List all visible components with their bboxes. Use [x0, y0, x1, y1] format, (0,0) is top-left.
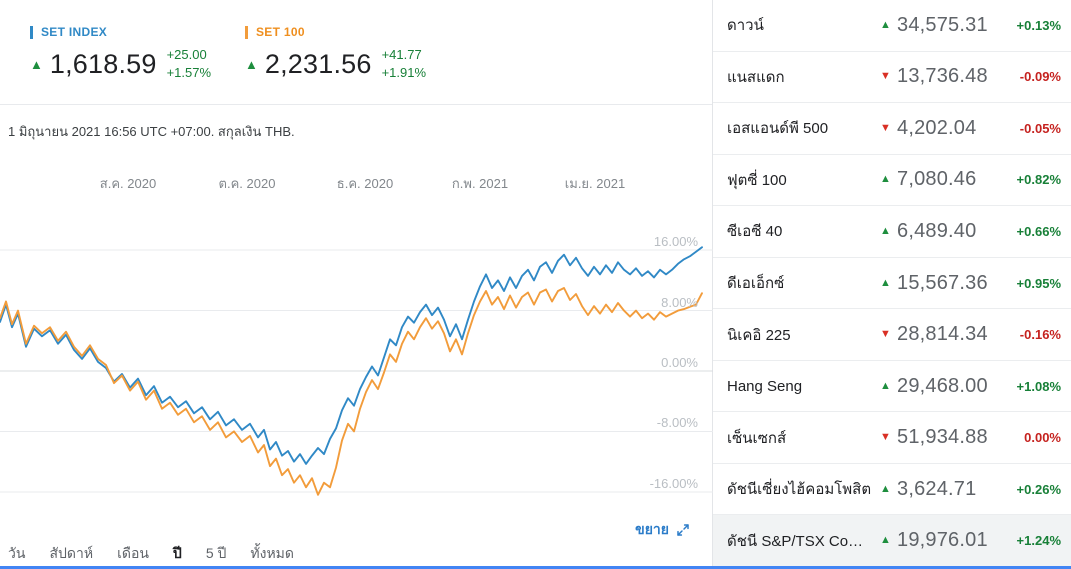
range-tab[interactable]: ปี: [172, 545, 182, 561]
index-name: ดีเอเอ็กซ์: [727, 275, 785, 292]
performance-line-chart[interactable]: [0, 201, 713, 531]
index-value: 19,976.01: [897, 529, 988, 552]
index-value: 51,934.88: [897, 426, 988, 449]
index-row[interactable]: Hang Seng ▲ 29,468.00 +1.08%: [713, 361, 1071, 413]
index-value: 4,202.04: [897, 116, 977, 139]
x-axis-label: ต.ค. 2020: [218, 176, 276, 191]
index-value: 34,575.31: [897, 13, 988, 36]
divider: [0, 104, 712, 105]
index-row[interactable]: ดัชนีเซี่ยงไฮ้คอมโพสิต ▲ 3,624.71 +0.26%: [713, 464, 1071, 516]
index-change-percent: +0.82%: [1016, 172, 1061, 188]
set-index-change: +25.00: [166, 46, 207, 62]
quote-set-index[interactable]: SET INDEX ▲ 1,618.59 +25.00 +1.57%: [30, 26, 245, 82]
index-row[interactable]: ซีเอซี 40 ▲ 6,489.40 +0.66%: [713, 206, 1071, 258]
index-change-percent: 0.00%: [1024, 430, 1061, 446]
index-name: เซ็นเซกส์: [727, 429, 787, 447]
index-value: 29,468.00: [897, 374, 988, 397]
set-100-change: +41.77: [381, 46, 422, 62]
range-tab[interactable]: ทั้งหมด: [250, 545, 294, 561]
index-name: เอสแอนด์พี 500: [727, 120, 829, 138]
y-axis-label: -8.00%: [656, 415, 698, 431]
set-index-label: SET INDEX: [30, 26, 245, 39]
up-triangle-icon: ▲: [880, 482, 891, 495]
set-100-price: 2,231.56: [264, 48, 372, 79]
range-tab[interactable]: เดือน: [117, 545, 149, 561]
down-triangle-icon: ▼: [880, 431, 891, 444]
index-name: ซีเอซี 40: [727, 223, 783, 241]
x-axis-label: ส.ค. 2020: [99, 176, 157, 191]
index-change-percent: -0.16%: [1019, 327, 1061, 343]
index-name: ฟุตซี่ 100: [727, 171, 787, 189]
index-change-percent: +0.95%: [1016, 275, 1061, 291]
index-name: แนสแดก: [727, 68, 785, 86]
quotes-header: SET INDEX ▲ 1,618.59 +25.00 +1.57% SET 1…: [0, 0, 712, 104]
chart-area: ส.ค. 2020 ต.ค. 2020 ธ.ค. 2020 ก.พ. 2021 เม.ย…: [0, 139, 713, 567]
range-tabs: วัน สัปดาห์ เดือน ปี 5 ปี ทั้งหมด: [0, 541, 712, 567]
up-triangle-icon: ▲: [880, 18, 891, 31]
index-value: 28,814.34: [897, 323, 988, 346]
chart-plot[interactable]: 16.00% 8.00% 0.00% -8.00% -16.00%: [0, 201, 713, 531]
index-row[interactable]: ดีเอเอ็กซ์ ▲ 15,567.36 +0.95%: [713, 258, 1071, 310]
index-row[interactable]: ดัชนี S&P/TSX Com... ▲ 19,976.01 +1.24%: [713, 515, 1071, 566]
index-name: ดัชนี S&P/TSX Com...: [727, 532, 874, 550]
up-triangle-icon: ▲: [880, 173, 891, 186]
down-triangle-icon: ▼: [880, 70, 891, 83]
chart-footer: ขยาย: [0, 519, 712, 541]
index-value: 6,489.40: [897, 219, 977, 242]
set-100-change-percent: +1.91%: [381, 65, 427, 80]
down-triangle-icon: ▼: [880, 121, 891, 134]
index-name: ดาวน์: [727, 17, 764, 35]
up-triangle-icon: ▲: [880, 276, 891, 289]
set-index-change-percent: +1.57%: [166, 65, 212, 80]
index-change-percent: -0.09%: [1019, 69, 1061, 85]
timestamp-currency-line: 1 มิถุนายน 2021 16:56 UTC +07:00. สกุลเง…: [8, 124, 295, 139]
set-index-price: 1,618.59: [49, 48, 157, 79]
index-name: นิเคอิ 225: [727, 326, 791, 344]
index-row[interactable]: เอสแอนด์พี 500 ▼ 4,202.04 -0.05%: [713, 103, 1071, 155]
range-tab[interactable]: วัน: [8, 545, 26, 561]
up-triangle-icon: ▲: [30, 56, 43, 72]
index-row[interactable]: แนสแดก ▼ 13,736.48 -0.09%: [713, 52, 1071, 104]
index-change-percent: +0.66%: [1016, 223, 1061, 239]
index-change-percent: +0.26%: [1016, 481, 1061, 497]
chart-panel: SET INDEX ▲ 1,618.59 +25.00 +1.57% SET 1…: [0, 0, 713, 566]
quote-set-100[interactable]: SET 100 ▲ 2,231.56 +41.77 +1.91%: [245, 26, 460, 82]
y-axis-label: 16.00%: [653, 234, 698, 250]
index-change-percent: +0.13%: [1016, 17, 1061, 33]
up-triangle-icon: ▲: [880, 379, 891, 392]
down-triangle-icon: ▼: [880, 328, 891, 341]
up-triangle-icon: ▲: [880, 534, 891, 547]
x-axis-label: ธ.ค. 2020: [336, 176, 394, 191]
index-change-percent: -0.05%: [1019, 120, 1061, 136]
index-row[interactable]: เซ็นเซกส์ ▼ 51,934.88 0.00%: [713, 412, 1071, 464]
index-change-percent: +1.08%: [1016, 378, 1061, 394]
expand-button[interactable]: ขยาย: [635, 519, 690, 541]
index-row[interactable]: ฟุตซี่ 100 ▲ 7,080.46 +0.82%: [713, 155, 1071, 207]
index-row[interactable]: นิเคอิ 225 ▼ 28,814.34 -0.16%: [713, 309, 1071, 361]
expand-icon: [677, 524, 689, 536]
range-tab[interactable]: 5 ปี: [205, 545, 227, 561]
range-tab[interactable]: สัปดาห์: [49, 545, 94, 561]
index-change-percent: +1.24%: [1016, 533, 1061, 549]
x-axis-label: เม.ย. 2021: [564, 176, 626, 191]
index-name: ดัชนีเซี่ยงไฮ้คอมโพสิต: [727, 481, 872, 499]
expand-button-label: ขยาย: [635, 521, 669, 537]
up-triangle-icon: ▲: [245, 56, 258, 72]
x-axis-labels: ส.ค. 2020 ต.ค. 2020 ธ.ค. 2020 ก.พ. 2021 เม.ย…: [0, 139, 712, 201]
index-value: 3,624.71: [897, 477, 977, 500]
x-axis-label: ก.พ. 2021: [451, 176, 509, 191]
up-triangle-icon: ▲: [880, 224, 891, 237]
world-indices-list: ดาวน์ ▲ 34,575.31 +0.13% แนสแดก ▼ 13,736…: [713, 0, 1071, 566]
index-name: Hang Seng: [727, 377, 803, 395]
y-axis-label: 8.00%: [661, 294, 698, 310]
y-axis-label: -16.00%: [649, 475, 698, 491]
index-value: 7,080.46: [897, 168, 977, 191]
set-100-label: SET 100: [245, 26, 460, 39]
index-value: 13,736.48: [897, 65, 988, 88]
y-axis-label: 0.00%: [661, 355, 698, 370]
index-value: 15,567.36: [897, 271, 988, 294]
index-row[interactable]: ดาวน์ ▲ 34,575.31 +0.13%: [713, 0, 1071, 52]
